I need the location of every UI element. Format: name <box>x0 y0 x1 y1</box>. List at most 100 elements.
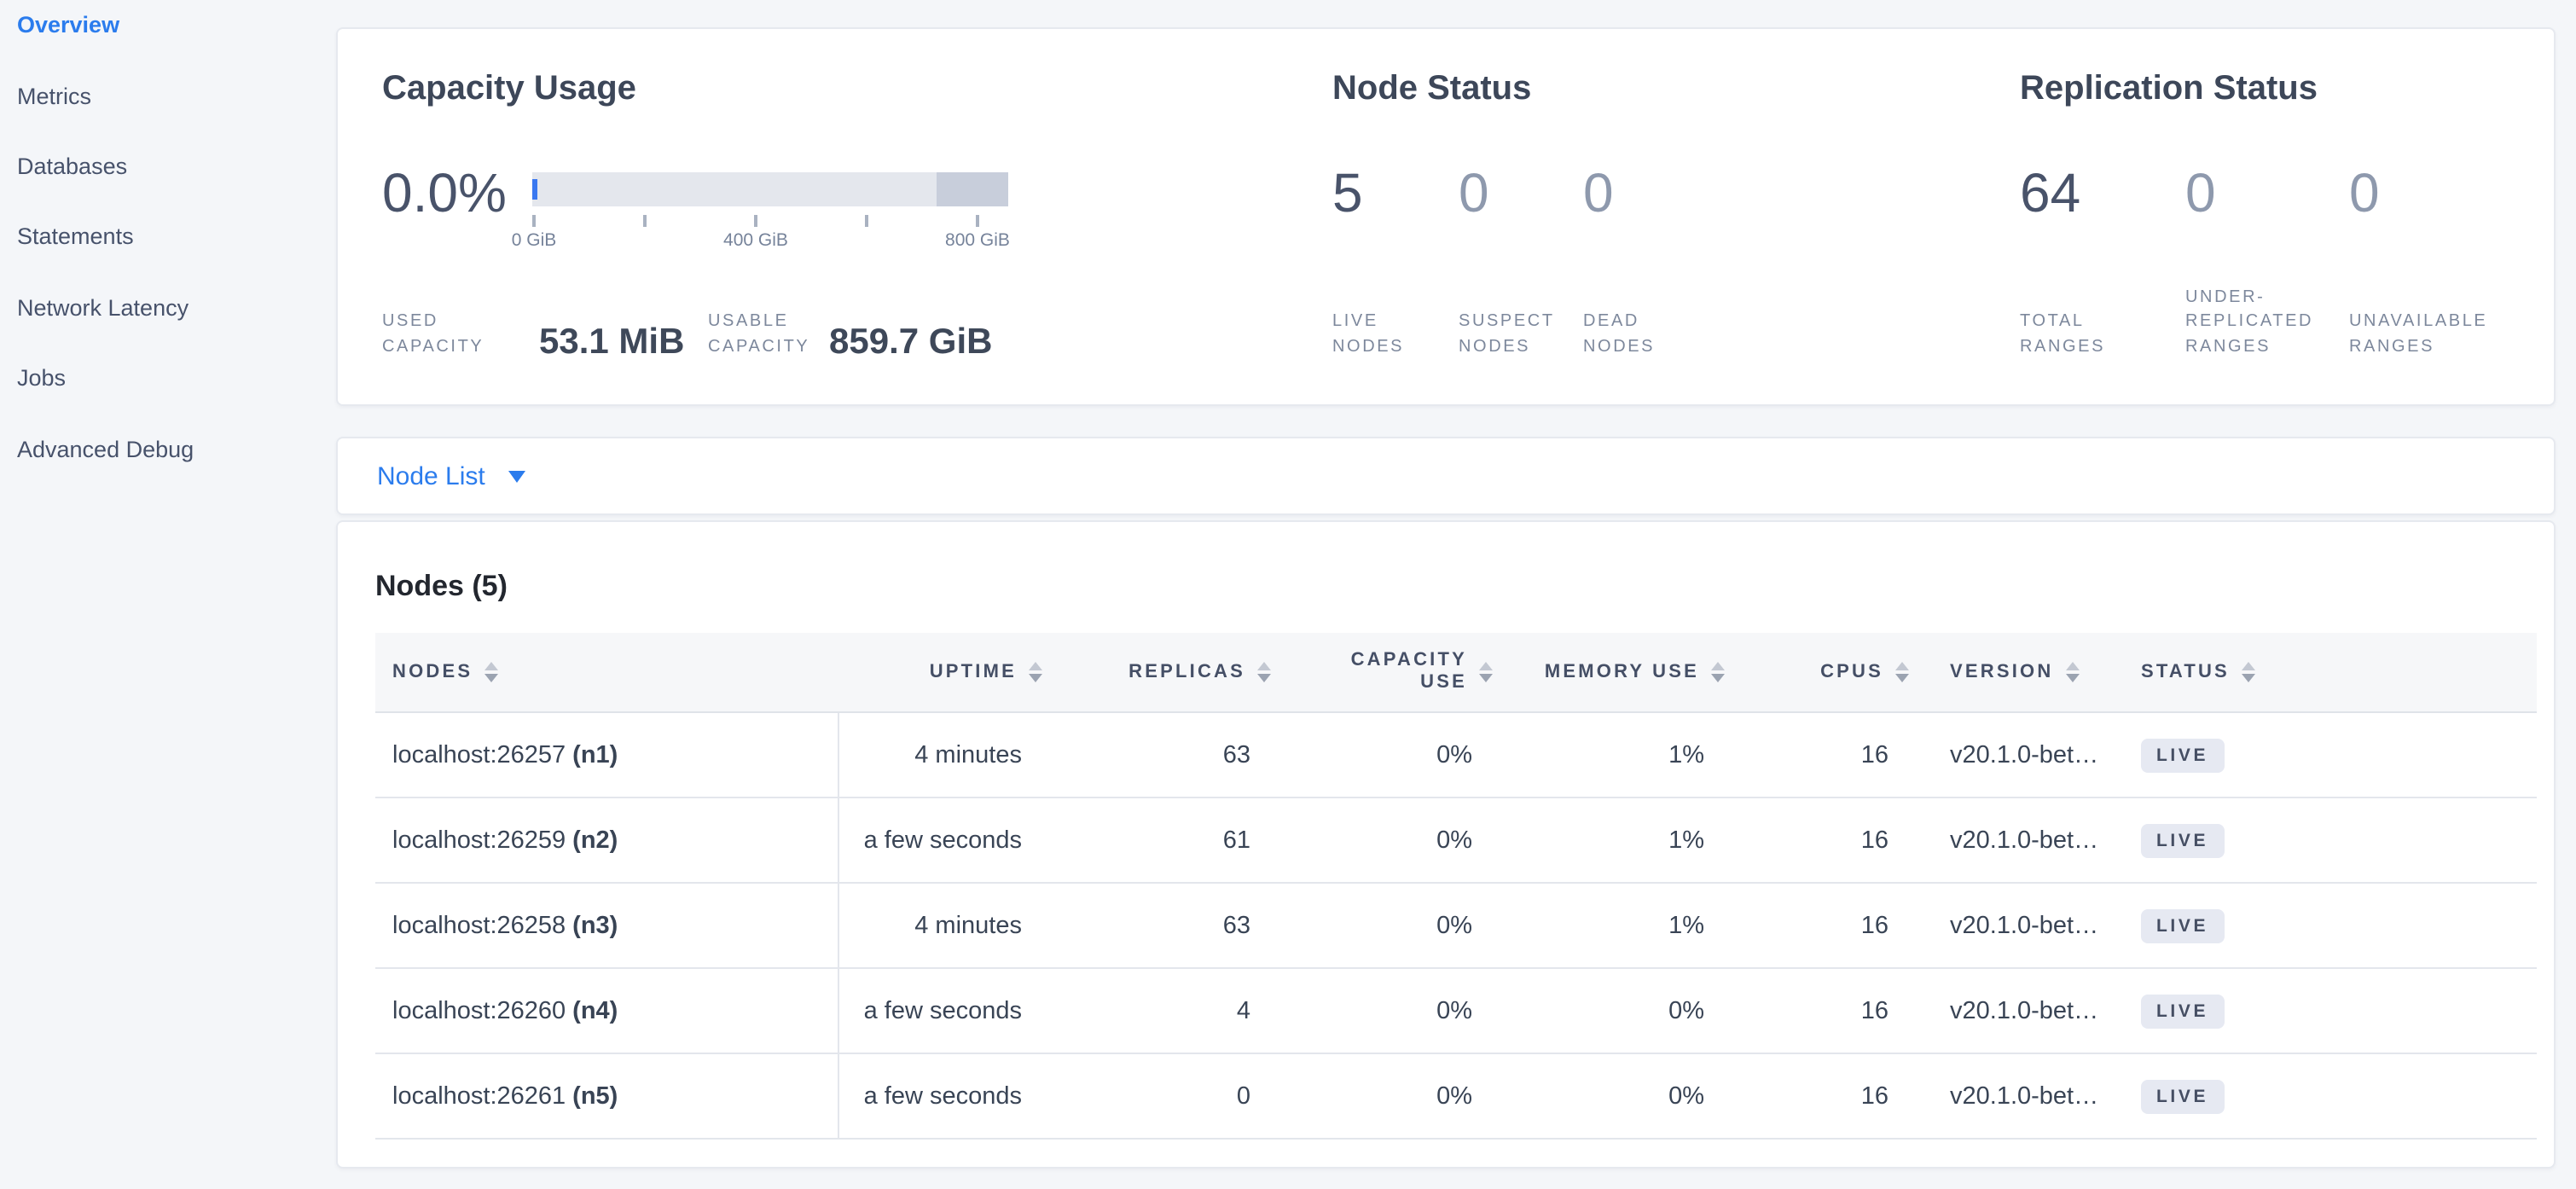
table-row-n3: localhost:26258 (n3) 4 minutes 63 0% 1% 1… <box>375 883 2537 969</box>
uptime-cell: 4 minutes <box>838 883 1049 969</box>
node-status-values: 5 0 0 <box>1332 164 1614 222</box>
table-row-n5: localhost:26261 (n5) a few seconds 0 0% 0… <box>375 1053 2537 1140</box>
node-id: (n3) <box>572 912 618 939</box>
live-nodes-value: 5 <box>1332 162 1363 223</box>
table-row-n2: localhost:26259 (n2) a few seconds 61 0% … <box>375 798 2537 884</box>
sidebar-item-jobs[interactable]: Jobs <box>17 365 67 392</box>
sidebar-item-metrics[interactable]: Metrics <box>17 83 91 109</box>
capacity-bar-dark-segment <box>937 172 1008 206</box>
total-ranges-label: TOTAL RANGES <box>2020 312 2106 356</box>
sort-icon <box>484 661 499 683</box>
memory-cell: 1% <box>1500 883 1732 969</box>
node-address: localhost:26258 <box>392 912 566 939</box>
cpus-cell: 16 <box>1732 968 1916 1054</box>
under-replicated-value: 0 <box>2185 162 2216 223</box>
cpus-cell: 16 <box>1732 883 1916 969</box>
axis-label-800: 800 GiB <box>945 230 1010 251</box>
uptime-cell: a few seconds <box>838 798 1049 884</box>
table-row-n1: localhost:26257 (n1) 4 minutes 63 0% 1% 1… <box>375 712 2537 798</box>
node-address: localhost:26259 <box>392 826 566 854</box>
node-list-dropdown-label: Node List <box>377 461 485 490</box>
node-list-dropdown[interactable]: Node List <box>377 461 526 490</box>
sort-icon <box>1479 661 1493 683</box>
version-cell: v20.1.0-bet… <box>1916 1053 2134 1140</box>
capacity-cell: 0% <box>1278 1053 1500 1140</box>
axis-tick <box>532 215 535 227</box>
suspect-nodes-value: 0 <box>1459 162 1489 223</box>
version-cell: v20.1.0-bet… <box>1916 798 2134 884</box>
column-header-version[interactable]: VERSION <box>1916 633 2134 713</box>
sort-icon <box>1895 661 1909 683</box>
capacity-used-marker <box>532 179 537 200</box>
capacity-percent: 0.0% <box>382 162 507 223</box>
replication-status-section: Replication Status 64 0 0 TOTAL RANGES U… <box>2020 29 2554 404</box>
column-header-capacity-use[interactable]: CAPACITY USE <box>1278 633 1500 713</box>
replicas-cell: 4 <box>1049 968 1278 1054</box>
cpus-cell: 16 <box>1732 798 1916 884</box>
node-id: (n1) <box>572 741 618 768</box>
dead-nodes-label: DEAD NODES <box>1583 312 1656 356</box>
replicas-cell: 63 <box>1049 883 1278 969</box>
node-address: localhost:26257 <box>392 741 566 768</box>
status-badge: LIVE <box>2141 994 2225 1028</box>
node-address: localhost:26260 <box>392 997 566 1024</box>
capacity-cell: 0% <box>1278 712 1500 798</box>
sort-icon <box>1257 661 1271 683</box>
sidebar-item-databases[interactable]: Databases <box>17 153 128 179</box>
chevron-down-icon <box>508 470 526 482</box>
column-header-uptime[interactable]: UPTIME <box>838 633 1049 713</box>
status-badge: LIVE <box>2141 738 2225 772</box>
replicas-cell: 63 <box>1049 712 1278 798</box>
replicas-cell: 0 <box>1049 1053 1278 1140</box>
memory-cell: 0% <box>1500 968 1732 1054</box>
live-nodes-label: LIVE NODES <box>1332 312 1405 356</box>
column-label: CPUS <box>1820 661 1883 682</box>
sort-icon <box>1711 661 1725 683</box>
column-label: NODES <box>392 661 473 682</box>
status-badge: LIVE <box>2141 1079 2225 1113</box>
status-badge: LIVE <box>2141 908 2225 942</box>
sidebar: Overview Metrics Databases Statements Ne… <box>0 0 336 484</box>
unavailable-value: 0 <box>2349 162 2380 223</box>
memory-cell: 1% <box>1500 712 1732 798</box>
column-header-replicas[interactable]: REPLICAS <box>1049 633 1278 713</box>
dead-nodes-value: 0 <box>1583 162 1614 223</box>
node-status-title: Node Status <box>1332 70 1532 107</box>
sort-icon <box>2241 661 2255 683</box>
column-header-cpus[interactable]: CPUS <box>1732 633 1916 713</box>
column-header-status[interactable]: STATUS <box>2134 633 2537 713</box>
capacity-cell: 0% <box>1278 883 1500 969</box>
node-status-labels: LIVE NODES SUSPECT NODES DEAD NODES <box>1332 310 1655 360</box>
axis-tick <box>976 215 978 227</box>
version-cell: v20.1.0-bet… <box>1916 883 2134 969</box>
unavailable-label: UNAVAILABLE RANGES <box>2349 312 2488 356</box>
main-content: Capacity Usage 0.0% 0 GiB 400 GiB 800 Gi… <box>336 0 2556 1169</box>
suspect-nodes-label: SUSPECT NODES <box>1459 312 1555 356</box>
replication-status-title: Replication Status <box>2020 70 2318 107</box>
column-label: UPTIME <box>929 661 1017 682</box>
memory-cell: 1% <box>1500 798 1732 884</box>
version-cell: v20.1.0-bet… <box>1916 968 2134 1054</box>
sidebar-item-overview[interactable]: Overview <box>17 12 120 38</box>
nodes-table: NODES UPTIME REPLICAS CAPACITY USE MEMOR… <box>375 633 2537 1140</box>
memory-cell: 0% <box>1500 1053 1732 1140</box>
sidebar-item-statements[interactable]: Statements <box>17 223 134 250</box>
node-id: (n5) <box>572 1082 618 1110</box>
cpus-cell: 16 <box>1732 712 1916 798</box>
column-label: MEMORY USE <box>1544 661 1699 682</box>
cluster-summary-card: Capacity Usage 0.0% 0 GiB 400 GiB 800 Gi… <box>336 27 2556 406</box>
usable-capacity-label: USABLE CAPACITY <box>708 312 810 356</box>
column-header-memory-use[interactable]: MEMORY USE <box>1500 633 1732 713</box>
column-header-nodes[interactable]: NODES <box>375 633 838 713</box>
replication-values: 64 0 0 <box>2020 164 2380 222</box>
uptime-cell: a few seconds <box>838 968 1049 1054</box>
capacity-cell: 0% <box>1278 798 1500 884</box>
replicas-cell: 61 <box>1049 798 1278 884</box>
sidebar-item-network-latency[interactable]: Network Latency <box>17 294 189 321</box>
node-id: (n4) <box>572 997 618 1024</box>
sidebar-item-advanced-debug[interactable]: Advanced Debug <box>17 436 194 462</box>
table-row-n4: localhost:26260 (n4) a few seconds 4 0% 0… <box>375 968 2537 1054</box>
total-ranges-value: 64 <box>2020 162 2081 223</box>
used-capacity-label: USED CAPACITY <box>382 312 484 356</box>
